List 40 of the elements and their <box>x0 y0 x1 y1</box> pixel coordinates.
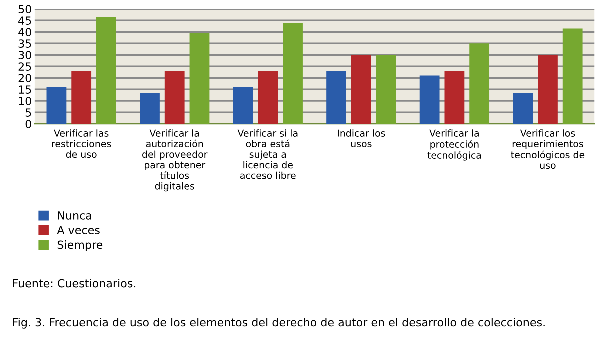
y-tick-label: 35 <box>18 40 32 48</box>
bar <box>538 55 558 124</box>
bar <box>444 71 465 124</box>
legend-label: A veces <box>57 226 100 235</box>
y-tick-label: 30 <box>18 51 32 60</box>
bar <box>96 17 116 124</box>
bar <box>190 33 210 124</box>
bar <box>351 55 372 124</box>
y-tick-label: 40 <box>18 28 32 37</box>
y-tick-label: 20 <box>18 74 32 82</box>
bar <box>562 28 583 124</box>
x-tick-label: Indicar los usos <box>338 130 386 148</box>
x-tick-label: Verificar la autorización del proveedor para obtener títulos digitales <box>142 130 208 192</box>
y-tick-label: 0 <box>26 120 32 128</box>
bar <box>376 55 396 124</box>
y-tick-label: 50 <box>18 5 32 14</box>
bar <box>326 71 346 124</box>
caption: Fig. 3. Frecuencia de uso de los elementos del derecho de autor en el desarrollo de colecciones. <box>13 318 545 329</box>
y-tick-label: 5 <box>26 108 32 117</box>
x-tick-label: Verificar la protección tecnológica <box>428 130 482 161</box>
y-tick-label: 10 <box>19 97 32 106</box>
x-tick-label: Verificar los requerimientos tecnológicos de uso <box>511 130 585 170</box>
legend-label: Siempre <box>58 240 103 252</box>
bar <box>233 87 254 124</box>
bar <box>420 76 440 124</box>
bar <box>283 22 303 124</box>
y-tick-label: 15 <box>19 86 32 94</box>
bar <box>470 44 490 124</box>
source-note: Fuente: Cuestionarios. <box>13 279 136 288</box>
x-tick-label: Verificar las restricciones de uso <box>52 130 112 158</box>
bar <box>513 93 534 124</box>
bar <box>258 71 278 124</box>
bar <box>164 71 185 124</box>
bar <box>72 71 92 124</box>
y-tick-label: 25 <box>18 62 32 71</box>
y-tick-label: 45 <box>18 16 32 26</box>
legend-label: Nunca <box>58 212 92 220</box>
bar <box>140 93 160 124</box>
x-tick-label: Verificar si la obra está sujeta a licencia de acceso libre <box>238 130 298 180</box>
bar <box>46 87 67 124</box>
